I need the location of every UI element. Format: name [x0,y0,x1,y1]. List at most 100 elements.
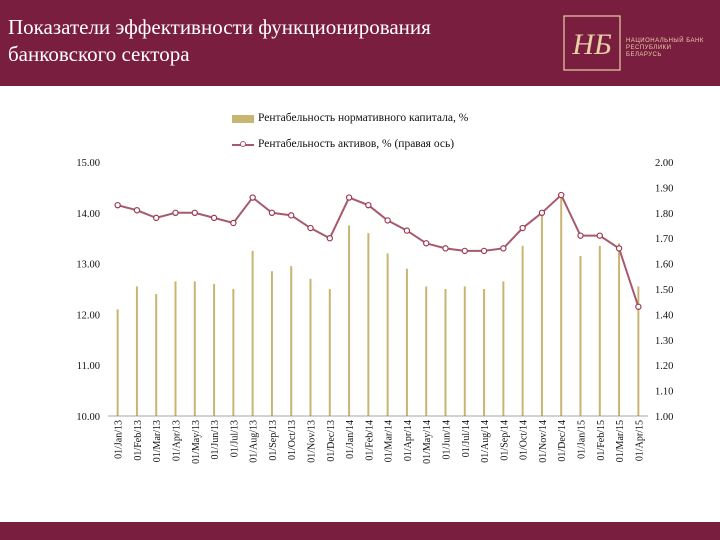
right-axis-tick-label: 1.90 [655,183,673,194]
legend-label-assets: Рентабельность активов, % (правая ось) [258,138,455,150]
line-point-assets-return [500,245,507,252]
line-point-assets-return [153,214,160,222]
line-point-assets-return [519,224,526,232]
page-title: Показатели эффективности функционировани… [8,15,431,66]
right-axis-tick-label: 1.70 [655,234,673,245]
x-axis-tick-label: 01/May/14 [422,420,433,464]
x-axis-tick-label: 01/Feb/13 [133,420,144,461]
x-axis-tick-label: 01/Sep/13 [268,420,279,461]
profitability-chart: 10.00 11.00 12.00 13.00 14.00 15.00 1.00 1.10 1.… [76,158,673,464]
x-axis-tick-label: 01/Feb/14 [364,420,375,461]
line-point-assets-return [577,232,584,239]
bar-capital-return [328,289,331,416]
x-axis-tick-label: 01/Apr/14 [403,420,414,461]
line-point-assets-return [403,227,411,234]
legend-item-capital: Рентабельность нормативного капитала, % [232,112,552,132]
bar-capital-return [309,278,312,416]
x-axis-tick-label: 01/Nov/13 [307,420,318,463]
bar-capital-return [232,289,235,416]
left-axis-tick-label: 15.00 [76,158,100,169]
bar-capital-return [598,245,601,416]
bar-capital-return [579,255,582,416]
x-axis-tick-label: 01/Jul/13 [229,420,240,457]
line-point-assets-return [288,212,295,219]
bar-capital-return [135,286,138,416]
line-point-assets-return [345,194,353,201]
x-axis-tick-label: 01/Aug/14 [480,420,491,463]
x-axis-tick-label: 01/Jun/13 [210,420,221,459]
x-axis-tick-label: 01/Jan/14 [345,420,356,459]
right-axis-tick-label: 1.00 [655,412,673,423]
x-axis-tick-label: 01/Oct/13 [287,420,298,460]
right-axis-tick-label: 1.40 [655,310,673,321]
line-point-assets-return [307,224,314,232]
bar-capital-return [193,281,196,416]
legend-label-capital: Рентабельность нормативного капитала, % [258,112,469,124]
bank-logo-icon: НБ [563,15,621,71]
line-point-assets-return [538,209,546,216]
line-point-assets-return [480,247,488,255]
line-point-assets-return [461,247,468,255]
x-axis-tick-label: 01/Sep/14 [499,420,510,461]
bar-capital-return [521,245,524,416]
right-axis-tick-label: 1.30 [655,336,673,347]
line-point-assets-return [326,234,333,242]
line-point-assets-return [365,201,372,209]
line-point-assets-return [210,214,218,222]
right-axis-tick-label: 1.20 [655,361,673,372]
bar-capital-return [444,289,447,416]
bar-capital-return [560,197,563,416]
bar-capital-return [483,289,486,416]
x-axis-tick-label: 01/Dec/13 [326,420,337,462]
bar-capital-return [348,225,351,416]
bar-capital-return [618,243,621,416]
bar-capital-return [637,286,640,416]
bar-capital-return [367,233,370,416]
x-axis-tick-label: 01/Nov/14 [538,420,549,463]
line-point-assets-return [114,201,121,209]
bar-capital-return [155,294,158,416]
x-axis-tick-label: 01/Mar/14 [384,420,395,462]
x-axis-tick-label: 01/Dec/14 [557,420,568,462]
line-point-assets-return [172,209,179,216]
x-axis-tick-label: 01/Jan/13 [114,420,125,459]
x-axis-tick-label: 01/Mar/15 [615,420,626,462]
bar-capital-return [405,268,408,416]
left-axis-tick-label: 12.00 [76,310,100,321]
line-point-assets-return [442,245,449,252]
bar-capital-return [213,283,216,416]
line-point-assets-return [191,209,198,216]
right-axis-tick-label: 1.80 [655,209,673,220]
logo-monogram: НБ [571,28,612,61]
line-point-assets-return [596,232,603,239]
right-axis-tick-label: 1.60 [655,260,673,271]
line-point-assets-return [268,209,276,216]
x-axis-tick-label: 01/Jan/15 [577,420,588,459]
line-assets-return [117,193,640,308]
line-point-assets-return [615,245,623,252]
left-axis-tick-label: 14.00 [76,209,100,220]
left-axis-tick-label: 10.00 [76,412,100,423]
bar-capital-return [290,266,293,416]
footer-banner [0,522,720,540]
line-point-assets-return [249,194,256,201]
right-axis-tick-label: 2.00 [655,158,673,169]
x-axis-tick-label: 01/Feb/15 [596,420,607,461]
line-point-assets-return [635,303,642,310]
line-point-assets-return [558,191,565,199]
x-axis-tick-label: 01/Oct/14 [519,420,530,460]
chart-legend: Рентабельность нормативного капитала, % … [232,112,552,164]
bar-capital-return [425,286,428,416]
bar-capital-return [251,250,254,416]
x-axis-tick-label: 01/May/13 [191,420,202,464]
line-point-assets-return [133,207,141,214]
header-banner: Показатели эффективности функционировани… [0,0,720,86]
x-axis-tick-label: 01/Aug/13 [249,420,260,463]
x-axis-tick-label: 01/Jul/14 [461,420,472,457]
bar-capital-return [174,281,177,416]
bar-capital-return [502,281,505,416]
bar-capital-return [386,253,389,416]
bar-capital-return [116,309,119,416]
bar-capital-return [540,215,543,416]
legend-item-assets: Рентабельность активов, % (правая ось) [232,138,552,158]
